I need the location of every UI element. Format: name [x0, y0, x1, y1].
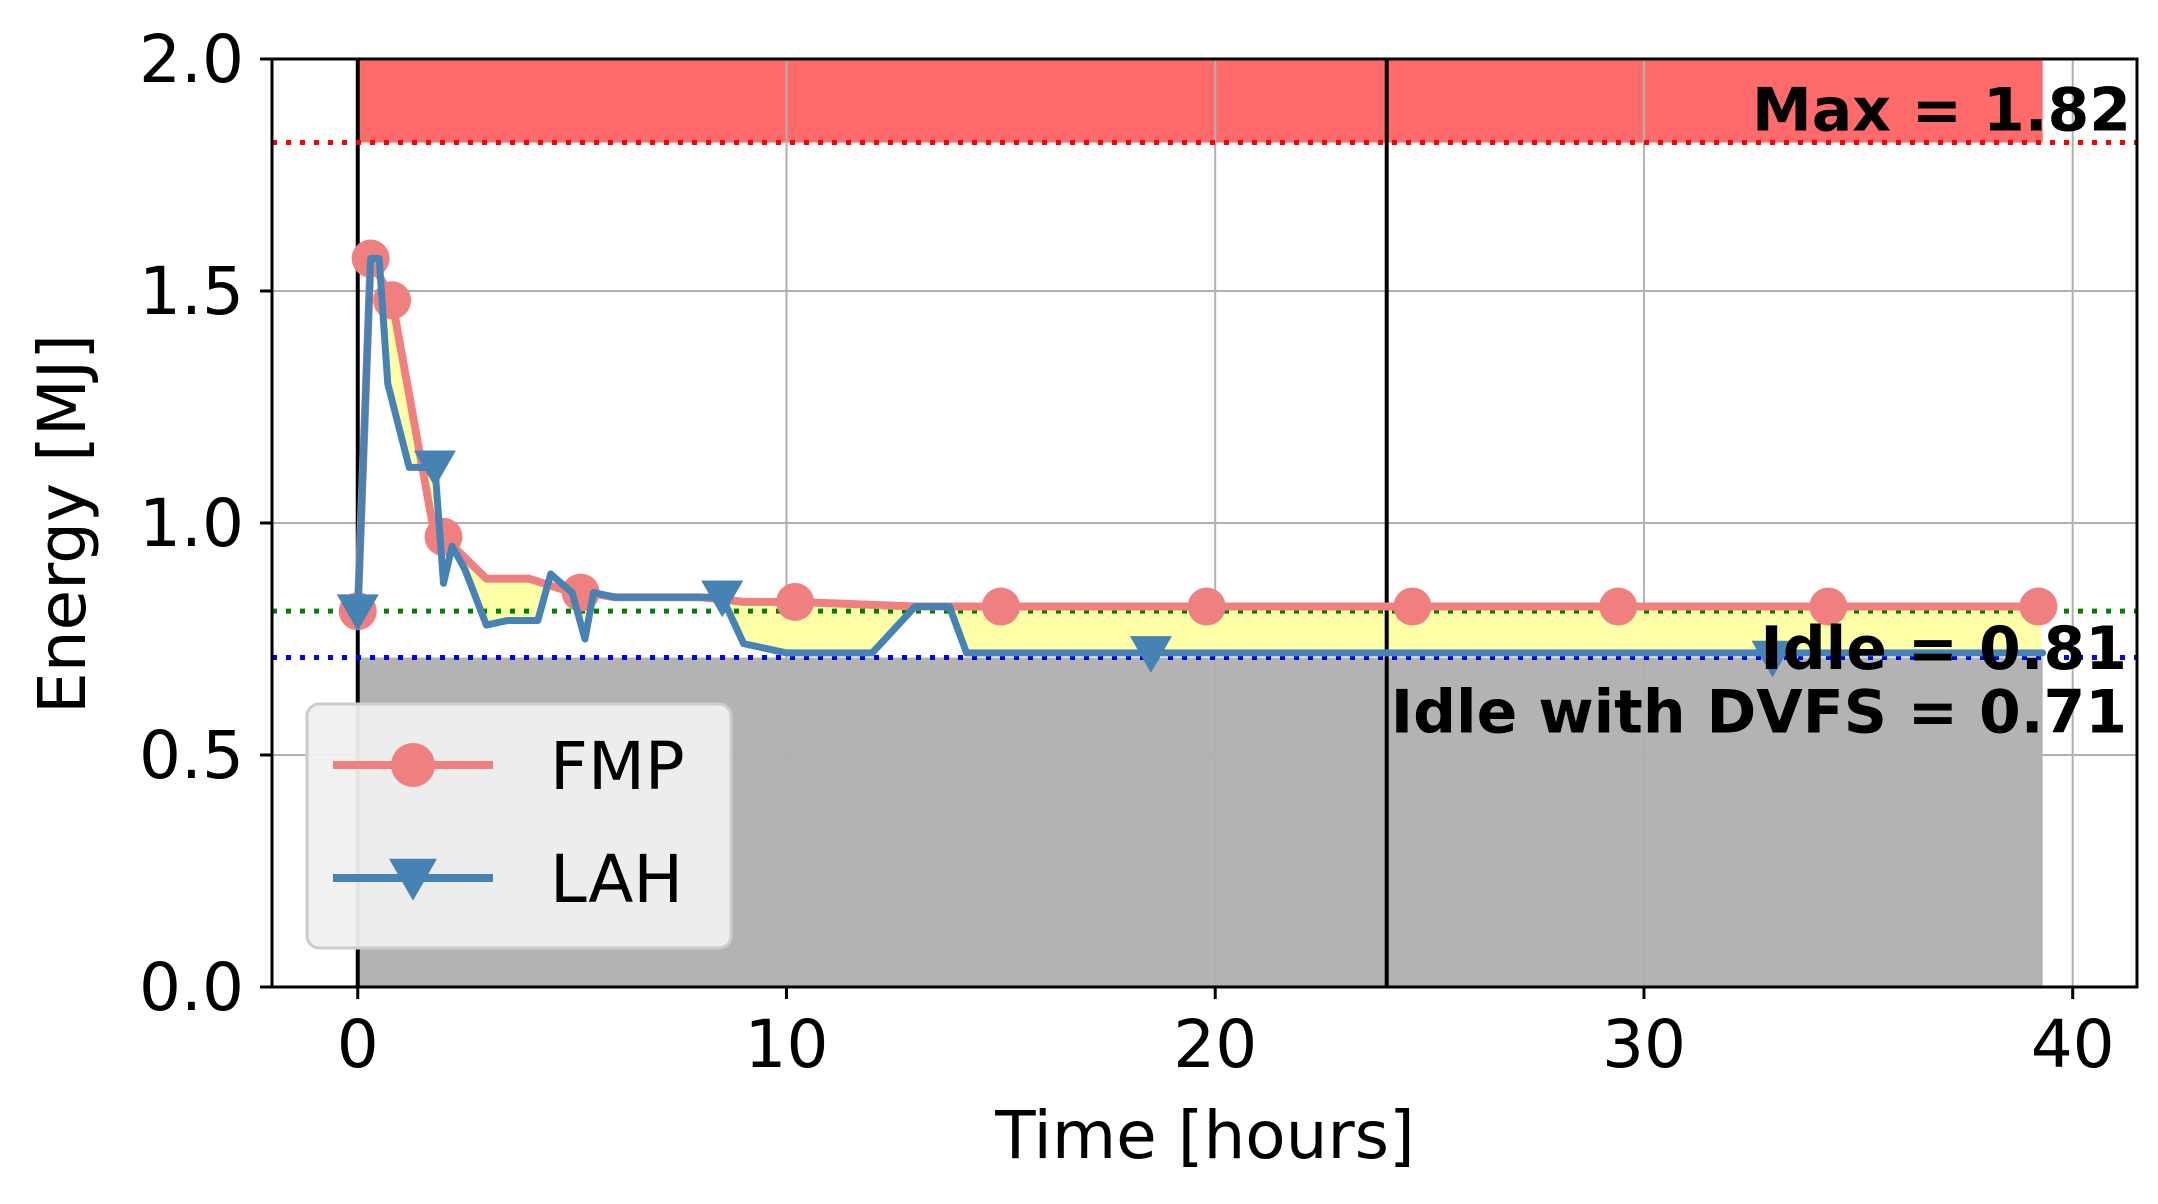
y-tick-label-1: 0.5: [139, 717, 244, 794]
x-axis-label: Time [hours]: [994, 1097, 1415, 1174]
legend-label-fmp: FMP: [550, 728, 685, 805]
series-point-fmp: [981, 587, 1020, 626]
series-point-fmp: [1393, 587, 1432, 626]
max-energy-region: [357, 59, 2043, 143]
x-tick-label-0: 0: [337, 1006, 379, 1083]
legend-marker-fmp: [391, 743, 435, 787]
series-point-fmp: [2019, 587, 2058, 626]
reference-label-2: Idle with DVFS = 0.71: [1391, 678, 2127, 748]
series-point-lah: [701, 580, 744, 618]
y-tick-label-2: 1.0: [139, 485, 244, 562]
legend: FMP LAH: [305, 702, 733, 950]
x-tick-label-2: 20: [1173, 1006, 1257, 1083]
series-point-fmp: [1599, 587, 1638, 626]
ticks-layer: 0 10 20 30 40 0.0 0.5 1.0 1.5 2.0: [139, 21, 2115, 1083]
x-tick-label-4: 40: [2031, 1006, 2115, 1083]
x-tick-label-1: 10: [744, 1006, 828, 1083]
y-tick-label-4: 2.0: [139, 21, 244, 98]
series-point-fmp: [1809, 587, 1848, 626]
y-axis-label: Energy [MJ]: [24, 334, 101, 714]
series-point-fmp: [776, 582, 815, 621]
series-point-lah: [1751, 640, 1794, 678]
series-point-lah: [413, 450, 456, 488]
series-layer: [336, 239, 2058, 678]
legend-marker-lah: [389, 858, 437, 901]
reference-label-1: Idle = 0.81: [1760, 614, 2127, 684]
legend-label-lah: LAH: [550, 841, 683, 918]
series-point-lah: [336, 594, 379, 632]
series-point-lah: [1129, 636, 1172, 673]
y-tick-label-0: 0.0: [139, 949, 244, 1026]
x-tick-label-3: 30: [1602, 1006, 1686, 1083]
series-line-fmp: [353, 254, 2043, 616]
y-tick-label-3: 1.5: [139, 253, 244, 330]
series-point-fmp: [1187, 587, 1226, 626]
reference-label-0: Max = 1.82: [1752, 76, 2131, 146]
